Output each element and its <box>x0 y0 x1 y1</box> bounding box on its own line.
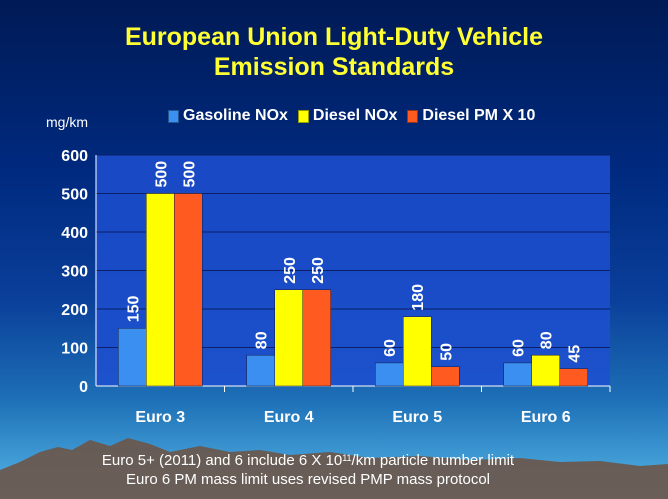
data-label: 500 <box>181 161 198 188</box>
data-label: 60 <box>382 339 399 357</box>
data-label: 80 <box>254 331 271 349</box>
y-tick-label: 200 <box>61 302 88 319</box>
y-tick-label: 0 <box>79 379 88 396</box>
bar <box>531 354 560 387</box>
plot-area: 0 100 200 300 400 500 600 150 500 500 Euro 3 80 250 2… <box>61 148 611 426</box>
data-label: 60 <box>511 339 528 357</box>
bar <box>274 289 303 387</box>
x-tick-label: Euro 5 <box>392 409 442 426</box>
y-tick-label: 100 <box>61 341 88 358</box>
data-label: 250 <box>310 257 327 284</box>
legend-label-gasoline-nox: Gasoline NOx <box>183 107 288 124</box>
data-label: 50 <box>438 343 455 361</box>
bar <box>118 328 147 387</box>
footnote-exponent: 11 <box>342 453 352 463</box>
bar <box>503 362 532 387</box>
mountains <box>0 438 668 499</box>
legend-label-diesel-pm: Diesel PM X 10 <box>422 107 536 124</box>
data-label: 500 <box>153 161 170 188</box>
bar <box>403 316 432 387</box>
data-label: 180 <box>410 284 427 311</box>
x-tick-label: Euro 6 <box>521 409 571 426</box>
footnote-line1-after: /km particle number limit <box>351 452 515 469</box>
bar <box>302 289 331 387</box>
y-tick-label: 500 <box>61 187 88 204</box>
footnote-line2: Euro 6 PM mass limit uses revised PMP ma… <box>125 471 490 488</box>
data-label: 150 <box>125 295 142 322</box>
data-label: 80 <box>539 331 556 349</box>
bar <box>146 193 175 387</box>
legend: Gasoline NOx Diesel NOx Diesel PM X 10 <box>168 106 545 126</box>
legend-swatch-gasoline-nox <box>168 109 179 123</box>
legend-swatch-diesel-nox <box>297 109 309 123</box>
x-tick-label: Euro 4 <box>264 409 314 426</box>
footnote-line1-before: Euro 5+ (2011) and 6 include 6 X 10 <box>101 452 343 469</box>
y-axis-unit: mg/km <box>46 114 88 130</box>
chart-title-line1: European Union Light-Duty Vehicle <box>124 23 544 51</box>
data-label: 250 <box>282 257 299 284</box>
legend-swatch-diesel-pm <box>407 109 419 123</box>
chart-title-line2: Emission Standards <box>213 53 455 81</box>
x-tick-label: Euro 3 <box>135 409 185 426</box>
y-tick-label: 300 <box>61 264 88 281</box>
legend-item-gasoline-nox: Gasoline NOx <box>168 107 288 125</box>
bar <box>559 368 588 387</box>
footnote-line1: Euro 5+ (2011) and 6 include 6 X 1011/km… <box>8 451 608 470</box>
legend-item-diesel-pm: Diesel PM X 10 <box>407 107 535 125</box>
bar <box>246 354 275 387</box>
legend-item-diesel-nox: Diesel NOx <box>297 107 398 125</box>
y-tick-label: 400 <box>61 225 88 242</box>
y-tick-label: 600 <box>61 148 88 165</box>
bar <box>375 362 404 387</box>
data-label: 45 <box>567 345 584 363</box>
bar <box>431 366 460 387</box>
bar <box>174 193 203 387</box>
legend-label-diesel-nox: Diesel NOx <box>312 107 398 124</box>
